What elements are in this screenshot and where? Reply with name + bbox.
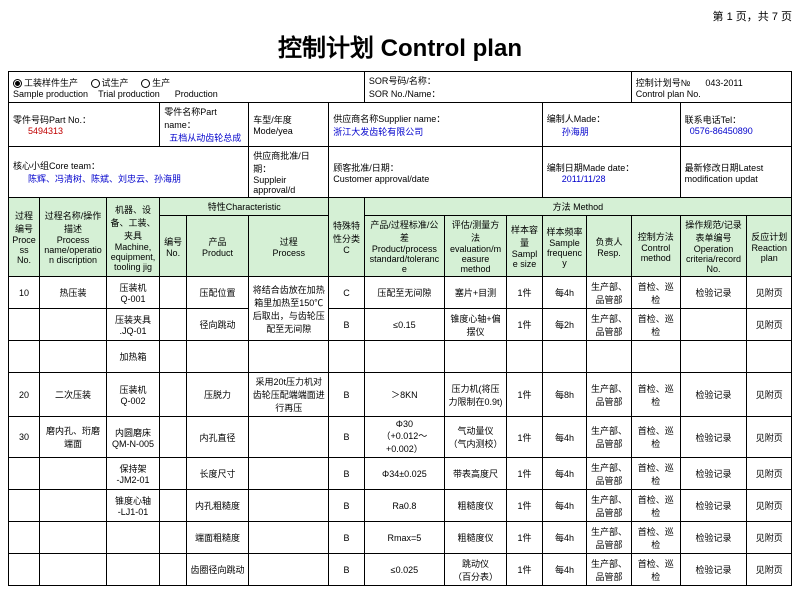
sup-approval-cell: 供应商批准/日期：Suppleir approval/d [249,147,329,198]
production-type: 工装样件生产 试生产 生产 Sample production Trial pr… [9,72,365,103]
col-resp: 负责人Resp. [587,216,631,277]
part-name-cell: 零件名称Part name： 五档从动齿轮总成 [160,103,249,147]
part-no-cell: 零件号码Part No.： 5494313 [9,103,160,147]
mod-date-cell: 最新修改日期Latest modification updat [680,147,791,198]
data-row: 20二次压装压装机Q-002压脱力采用20t压力机对齿轮压配端端面进行再压B＞8… [9,373,792,417]
col-cm: 控制方法Control method [631,216,680,277]
supplier-cell: 供应商名称Supplier name：浙江大发齿轮有限公司 [329,103,543,147]
col-eval: 评估/测量方法evaluation/measure method [444,216,506,277]
col-no: 编号No. [160,216,187,277]
radio-prod[interactable] [141,79,150,88]
page-number: 第 1 页，共 7 页 [8,8,792,24]
col-rec: 操作规范/记录表单编号Operation criteria/record No. [680,216,747,277]
col-freq: 样本频率Sample frequency [542,216,586,277]
made-date-cell: 编制日期Made date： 2011/11/28 [542,147,680,198]
title: 控制计划 Control plan [8,28,792,63]
radio-sample[interactable] [13,79,22,88]
mode-cell: 车型/年度Mode/yea [249,103,329,147]
col-characteristic: 特性Characteristic [160,198,329,216]
col-process-no: 过程编号Process No. [9,198,40,277]
col-size: 样本容量Sample size [507,216,543,277]
data-row: 锥度心轴-LJ1-01内孔粗糙度BRa0.8粗糙度仪1件每4h生产部、品管部首检… [9,490,792,522]
col-process: 过程Process [249,216,329,277]
data-row: 加热箱 [9,341,792,373]
data-row: 保持架-JM2-01长度尺寸BΦ34±0.025带表高度尺1件每4h生产部、品管… [9,458,792,490]
data-row: 10热压装压装机Q-001压配位置将结合齿放在加热箱里加热至150℃后取出，与齿… [9,277,792,309]
col-machine: 机器、设备、工装、夹具Machine, equipment, tooling j… [106,198,159,277]
data-row: 端面粗糙度BRmax=5粗糙度仪1件每4h生产部、品管部首检、巡检检验记录见附页 [9,522,792,554]
cp-no-cell: 控制计划号№ 043-2011Control plan No. [631,72,791,103]
team-cell: 核心小组Core team： 陈辉、冯清树、陈斌、刘忠云、孙海朋 [9,147,249,198]
sor-cell: SOR号码/名称：SOR No./Name： [364,72,631,103]
control-plan-table: 工装样件生产 试生产 生产 Sample production Trial pr… [8,71,792,586]
col-method: 方法 Method [364,198,791,216]
col-product: 产品Product [186,216,248,277]
col-class: 特殊特性分类C [329,198,365,277]
col-std: 产品/过程标准/公差Product/process standard/toler… [364,216,444,277]
cust-approval-cell: 顾客批准/日期：Customer approval/date [329,147,543,198]
data-row: 压装夹具.JQ-01径向跳动B≤0.15锥度心轴+偏摆仪1件每2h生产部、品管部… [9,309,792,341]
col-rp: 反应计划Reaction plan [747,216,792,277]
col-op: 过程名称/操作描述Process name/operation discript… [40,198,107,277]
data-row: 齿圈径向跳动B≤0.025跳动仪（百分表）1件每4h生产部、品管部首检、巡检检验… [9,554,792,586]
made-cell: 编制人Made： 孙海朋 [542,103,680,147]
data-row: 30磨内孔、珩磨端面内圆磨床QM-N-005内孔直径BΦ30（+0.012～+0… [9,417,792,458]
tel-cell: 联系电话Tel： 0576-86450890 [680,103,791,147]
radio-trial[interactable] [91,79,100,88]
